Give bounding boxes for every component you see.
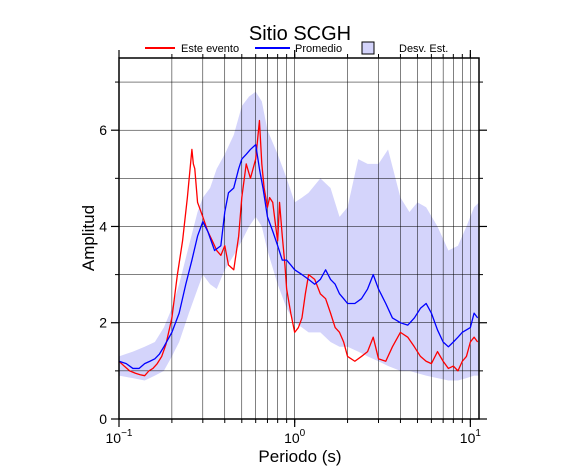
plot-frame [118,57,480,420]
legend-swatch-desv-est [361,41,375,55]
y-tick-label: 4 [99,218,107,234]
legend-label-este-evento: Este evento [181,43,239,55]
series-line-promedio [118,143,479,370]
legend-label-desv-est: Desv. Est. [399,43,448,55]
x-tick-label: 101 [460,428,482,446]
y-tick-label: 6 [99,122,107,138]
y-tick-label: 2 [99,315,107,331]
legend-label-promedio: Promedio [295,43,342,55]
grid [119,58,479,419]
chart-title: Sitio SCGH [249,23,351,45]
legend: Este evento Promedio Desv. Est. [145,41,448,55]
y-axis-title: Amplitud [79,205,98,271]
std-band [119,91,479,381]
series-layer [118,119,479,377]
x-axis-title: Periodo (s) [258,447,341,466]
ticks: 10−1 100 101 0 2 4 6 [99,50,487,446]
x-tick-label: 100 [284,428,306,446]
series-line-este-evento [118,119,479,377]
y-tick-label: 0 [99,411,107,427]
plot-area [119,91,479,381]
x-tick-label: 10−1 [106,428,133,446]
